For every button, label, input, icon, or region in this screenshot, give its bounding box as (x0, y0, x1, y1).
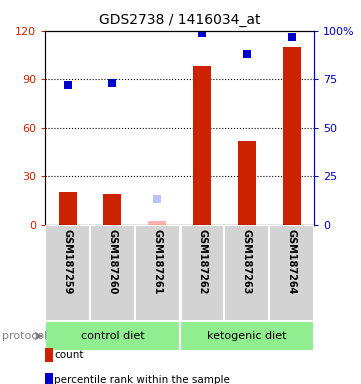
Text: count: count (54, 350, 83, 360)
Text: GSM187264: GSM187264 (287, 230, 297, 295)
Text: GSM187262: GSM187262 (197, 230, 207, 295)
Bar (90, 225, 135, 321)
Text: protocol: protocol (2, 331, 47, 341)
Bar (269, 225, 314, 321)
Text: GSM187260: GSM187260 (107, 230, 117, 295)
Bar (135, 225, 179, 321)
Bar (148, 222, 166, 225)
Text: percentile rank within the sample: percentile rank within the sample (54, 375, 230, 384)
Bar (179, 225, 225, 321)
Text: ketogenic diet: ketogenic diet (207, 331, 287, 341)
Bar (179, 321, 314, 351)
Bar (193, 66, 211, 225)
Bar (103, 194, 121, 225)
Bar (283, 47, 301, 225)
Bar (58, 192, 77, 225)
Bar (45, 321, 180, 351)
Bar (238, 141, 256, 225)
Bar (225, 225, 269, 321)
Bar (45, 225, 90, 321)
Text: GSM187259: GSM187259 (62, 230, 73, 295)
Text: GSM187263: GSM187263 (242, 230, 252, 295)
Text: GSM187261: GSM187261 (152, 230, 162, 295)
Text: control diet: control diet (81, 331, 144, 341)
Title: GDS2738 / 1416034_at: GDS2738 / 1416034_at (99, 13, 260, 27)
